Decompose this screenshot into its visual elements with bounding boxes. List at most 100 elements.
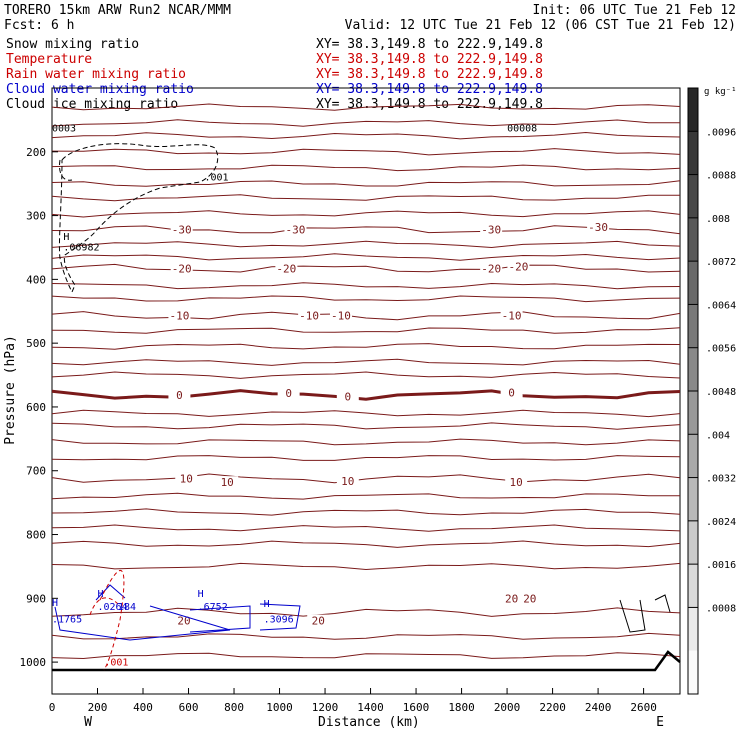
cloud-water-annotation: H bbox=[98, 589, 104, 600]
cloud-ice-annotation: .001 bbox=[204, 172, 228, 183]
colorbar-step bbox=[688, 174, 698, 218]
x-tick-label: 2400 bbox=[585, 701, 612, 714]
isotherm-line bbox=[51, 409, 681, 418]
x-axis-title: Distance (km) bbox=[318, 715, 420, 730]
colorbar-step bbox=[688, 607, 698, 651]
isotherm-label-bg bbox=[500, 309, 523, 322]
cloud-ice-annotation: H bbox=[63, 232, 69, 243]
colorbar-tick-label: .004 bbox=[706, 430, 730, 441]
isotherm-label-bg bbox=[277, 386, 300, 399]
isotherm-label-bg bbox=[500, 592, 523, 605]
isotherm--10 bbox=[51, 311, 681, 321]
x-tick-label: 1400 bbox=[357, 701, 384, 714]
isotherm-label: 10 bbox=[341, 475, 354, 488]
isotherm-label-bg bbox=[175, 472, 198, 485]
y-tick-label: 800 bbox=[26, 529, 46, 542]
legend: Snow mixing ratio XY= 38.3,149.8 to 222.9… bbox=[6, 37, 543, 112]
legend-range-1: XY= 38.3,149.8 to 222.9,149.8 bbox=[316, 52, 543, 67]
isotherm-label-bg bbox=[284, 223, 307, 236]
isotherm-line bbox=[51, 438, 681, 446]
cloud-water-annotation: 184 bbox=[118, 602, 136, 613]
colorbar-tick-label: .0072 bbox=[706, 257, 736, 268]
isotherm-label: -30 bbox=[172, 224, 192, 237]
colorbar: g kg⁻¹ .0096 .0088 .008 .0072 .0064 .0056 .0048… bbox=[687, 87, 737, 695]
forecast-hour: Fcst: 6 h bbox=[4, 18, 74, 33]
x-tick-label: 1200 bbox=[312, 701, 339, 714]
isotherm-line bbox=[51, 194, 681, 202]
x-tick-label: 400 bbox=[133, 701, 153, 714]
isotherm-line bbox=[51, 327, 681, 334]
cloud-ice-annotation: .06982 bbox=[63, 243, 99, 254]
legend-range-0: XY= 38.3,149.8 to 222.9,149.8 bbox=[316, 37, 543, 52]
isotherm-label: 20 bbox=[505, 592, 518, 605]
isotherm-label: 0 bbox=[176, 389, 183, 402]
isotherm-line bbox=[51, 103, 681, 111]
legend-range-4: XY= 38.3,149.8 to 222.9,149.8 bbox=[316, 97, 543, 112]
model-title: TORERO 15km ARW Run2 NCAR/MMM bbox=[4, 3, 231, 18]
isotherm--20 bbox=[51, 263, 681, 273]
isotherm-line bbox=[51, 131, 681, 140]
isotherm-label: 20 bbox=[312, 615, 325, 628]
cloud-water-annotation: .0264 bbox=[98, 602, 128, 613]
isotherm-line bbox=[51, 508, 681, 516]
isotherm-line bbox=[51, 652, 681, 660]
isotherm-label: -20 bbox=[481, 263, 501, 276]
x-tick-label: 800 bbox=[224, 701, 244, 714]
isotherm-label-bg bbox=[168, 388, 191, 401]
isotherm-line bbox=[51, 210, 681, 218]
legend-range-3: XY= 38.3,149.8 to 222.9,149.8 bbox=[316, 82, 543, 97]
east-label: E bbox=[656, 715, 664, 730]
colorbar-step bbox=[688, 434, 698, 478]
cloud-ice-annotation: 0003 bbox=[52, 123, 76, 134]
legend-label-0: Snow mixing ratio bbox=[6, 37, 139, 52]
isotherm-label-bg bbox=[336, 390, 359, 403]
cloud-water-annotation: .1765 bbox=[52, 615, 82, 626]
colorbar-tick-label: .0008 bbox=[706, 603, 736, 614]
colorbar-step bbox=[688, 520, 698, 565]
cloud-ice-annotation: 00008 bbox=[507, 123, 537, 134]
isotherm-label-bg bbox=[275, 262, 298, 275]
isotherm-line bbox=[51, 240, 681, 249]
isotherm-label: -10 bbox=[331, 310, 351, 323]
y-tick-label: 500 bbox=[26, 337, 46, 350]
terrain-line bbox=[52, 650, 681, 672]
isotherm-line bbox=[51, 540, 681, 548]
isotherm-line bbox=[51, 253, 681, 261]
isotherm-label: -20 bbox=[509, 261, 529, 274]
colorbar-tick-label: .0096 bbox=[706, 127, 736, 138]
isotherm-label: 20 bbox=[177, 615, 190, 628]
x-tick-label: 1000 bbox=[266, 701, 293, 714]
colorbar-tick-label: .0032 bbox=[706, 474, 736, 485]
x-tick-label: 2600 bbox=[630, 701, 657, 714]
y-axis-title: Pressure (hPa) bbox=[3, 335, 18, 445]
isotherm-line bbox=[51, 295, 681, 303]
cloud-water-annotation: .3096 bbox=[264, 615, 294, 626]
cloud-ice-contour-small bbox=[59, 159, 73, 181]
x-tick-label: 200 bbox=[88, 701, 108, 714]
legend-range-2: XY= 38.3,149.8 to 222.9,149.8 bbox=[316, 67, 543, 82]
y-tick-label: 700 bbox=[26, 465, 46, 478]
isotherm-label: -30 bbox=[286, 224, 306, 237]
isotherm-label: 10 bbox=[180, 472, 193, 485]
colorbar-step bbox=[688, 131, 698, 175]
colorbar-step bbox=[688, 347, 698, 391]
cloud-water-contour bbox=[54, 584, 301, 641]
colorbar-step bbox=[688, 217, 698, 262]
isotherm-label-bg bbox=[480, 223, 503, 236]
colorbar-tick-label: .008 bbox=[706, 214, 730, 225]
isotherm-line bbox=[51, 358, 681, 366]
x-tick-label: 600 bbox=[179, 701, 199, 714]
cloud-water-annotation: .6752 bbox=[198, 602, 228, 613]
y-tick-label: 200 bbox=[26, 146, 46, 159]
y-tick-label: 400 bbox=[26, 273, 46, 286]
colorbar-tick-label: .0048 bbox=[706, 387, 736, 398]
colorbar-step bbox=[688, 88, 698, 132]
isotherm-label-bg bbox=[480, 262, 503, 275]
west-label: W bbox=[84, 715, 92, 730]
colorbar-step bbox=[688, 391, 698, 435]
isotherm-line bbox=[51, 282, 681, 290]
isotherm-label: -10 bbox=[502, 310, 522, 323]
colorbar-tick-label: .0016 bbox=[706, 560, 736, 571]
x-tick-label: 2000 bbox=[494, 701, 521, 714]
isotherm-label: 0 bbox=[344, 391, 351, 404]
